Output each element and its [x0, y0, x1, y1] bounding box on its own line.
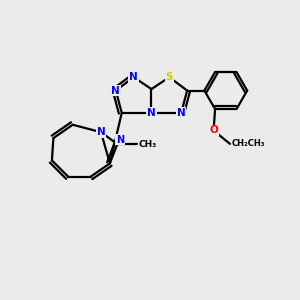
Text: CH₂CH₃: CH₂CH₃ [231, 140, 265, 148]
Text: CH₃: CH₃ [138, 140, 156, 148]
Text: N: N [147, 108, 156, 118]
Text: S: S [166, 72, 173, 82]
Text: N: N [129, 72, 138, 82]
Text: N: N [177, 108, 186, 118]
Text: N: N [97, 127, 105, 137]
Text: O: O [209, 125, 218, 136]
Text: N: N [116, 135, 124, 145]
Text: N: N [111, 85, 120, 96]
